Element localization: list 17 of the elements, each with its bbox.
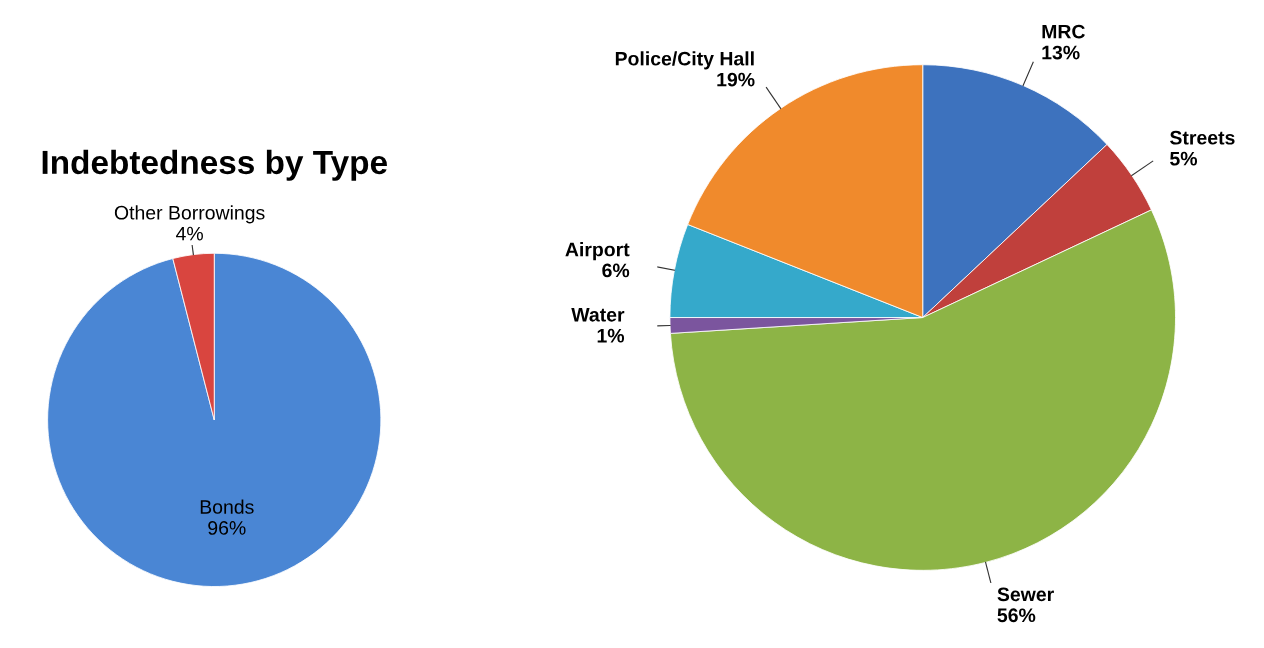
slice-label: Other Borrowings <box>114 205 265 224</box>
slice-label: Water <box>571 308 625 322</box>
slice-label: Airport <box>565 242 630 261</box>
slice-label: Sewer <box>997 587 1054 602</box>
data-label: 1% <box>597 328 625 343</box>
data-label: 19% <box>717 72 755 87</box>
data-label: 13% <box>1042 45 1080 60</box>
slice-label: Streets <box>1170 130 1235 145</box>
data-label: 4% <box>176 226 203 241</box>
chart-title: Indebtedness by Type <box>42 149 387 181</box>
slice-label: Police/City Hall <box>615 51 754 70</box>
data-label: 96% <box>208 521 246 535</box>
slice-label: Bonds <box>200 499 254 514</box>
data-label: 5% <box>1170 151 1198 166</box>
data-label: 56% <box>997 608 1036 623</box>
slice-label: MRC <box>1042 24 1085 39</box>
data-label: 6% <box>602 263 630 278</box>
